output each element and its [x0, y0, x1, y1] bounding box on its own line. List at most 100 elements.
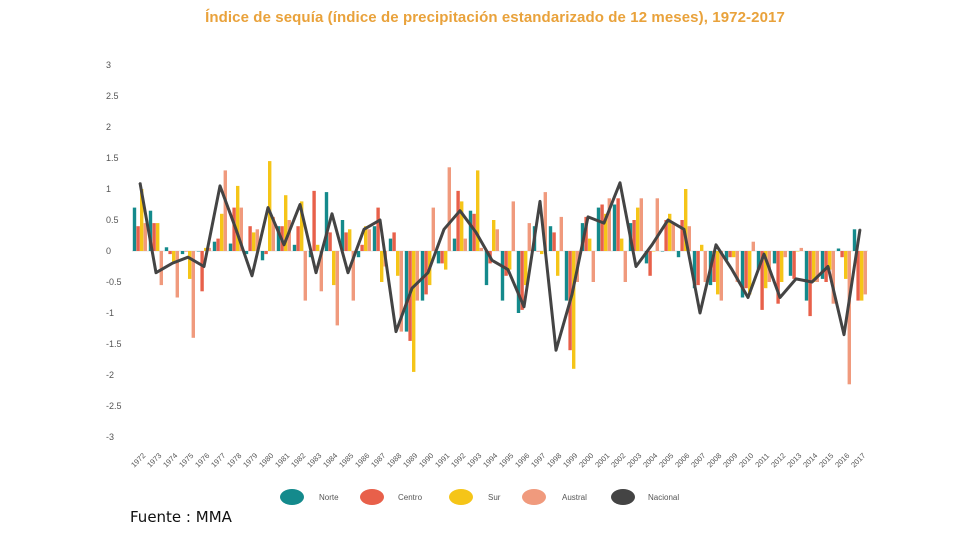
bar-sur-2014 — [812, 251, 816, 282]
x-tick-label: 2003 — [625, 451, 643, 469]
x-tick-label: 2001 — [593, 451, 611, 469]
y-tick-label: -2 — [106, 370, 114, 380]
bar-sur-1984 — [332, 251, 336, 286]
x-tick-label: 1996 — [513, 451, 531, 469]
bar-norte-2001 — [596, 207, 601, 251]
line-point-2014 — [811, 281, 813, 283]
line-point-1982 — [299, 203, 301, 206]
bar-norte-2002 — [612, 204, 617, 251]
line-point-1995 — [507, 268, 509, 271]
bar-centro-1978 — [232, 207, 236, 251]
y-tick-label: -1 — [106, 308, 114, 318]
legend-swatch-sur — [449, 489, 473, 505]
bar-austral-2013 — [799, 247, 803, 251]
line-point-2013 — [795, 278, 797, 280]
bar-norte-1992 — [452, 238, 457, 251]
bar-centro-2002 — [616, 198, 620, 251]
line-point-2016 — [843, 333, 845, 336]
bar-austral-1978 — [239, 207, 243, 251]
line-point-2017 — [859, 228, 861, 231]
bar-centro-1972 — [136, 226, 140, 251]
legend-label-sur: Sur — [488, 493, 501, 502]
y-tick-label: 3 — [106, 60, 111, 70]
x-tick-label: 1995 — [497, 451, 515, 469]
bar-norte-1990 — [420, 251, 425, 301]
bar-austral-1998 — [559, 216, 563, 251]
bar-norte-1993 — [468, 210, 473, 251]
x-tick-label: 1999 — [561, 451, 579, 469]
x-tick-label: 1997 — [529, 451, 547, 469]
x-tick-label: 1989 — [401, 451, 419, 469]
bar-sur-1992 — [460, 201, 464, 251]
x-tick-label: 1972 — [129, 451, 147, 469]
bar-centro-2017 — [856, 251, 860, 301]
x-tick-label: 1990 — [417, 451, 435, 469]
y-tick-label: 0 — [106, 246, 111, 256]
line-point-1987 — [379, 219, 381, 221]
bar-norte-2011 — [756, 251, 761, 270]
line-point-1984 — [331, 213, 333, 215]
line-point-2001 — [603, 222, 605, 224]
bar-sur-1994 — [492, 220, 496, 251]
bar-austral-2015 — [831, 251, 835, 304]
bar-austral-1976 — [207, 247, 211, 251]
bar-sur-1991 — [444, 251, 448, 270]
series-line-nacional — [138, 181, 862, 352]
x-tick-label: 1986 — [353, 451, 371, 469]
x-tick-label: 2007 — [689, 451, 707, 469]
line-point-2008 — [715, 244, 717, 246]
y-tick-label: 0.5 — [106, 215, 119, 225]
bar-sur-2015 — [828, 251, 832, 270]
x-tick-label: 2016 — [833, 451, 851, 469]
bar-norte-1976 — [196, 251, 201, 252]
bar-norte-1998 — [548, 226, 553, 251]
bar-norte-1974 — [164, 247, 169, 251]
bar-austral-1989 — [415, 251, 419, 301]
bar-centro-1993 — [472, 213, 476, 251]
legend-swatch-centro — [360, 489, 384, 505]
bar-centro-1975 — [184, 251, 188, 252]
line-point-2012 — [779, 296, 781, 299]
bar-norte-2007 — [692, 251, 697, 289]
line-point-2002 — [619, 182, 621, 184]
bar-sur-1979 — [252, 232, 256, 251]
bar-norte-1973 — [148, 210, 153, 251]
bar-norte-2016 — [836, 248, 841, 251]
x-tick-label: 2013 — [785, 451, 803, 469]
bar-sur-1998 — [556, 251, 560, 276]
bar-austral-2014 — [815, 251, 819, 282]
bar-austral-2012 — [783, 251, 787, 258]
bar-centro-1997 — [536, 251, 540, 252]
bar-austral-2001 — [607, 198, 611, 251]
bar-norte-1987 — [372, 226, 377, 251]
bar-sur-2011 — [764, 251, 768, 289]
bar-austral-1995 — [511, 201, 515, 251]
bar-austral-2006 — [687, 226, 691, 251]
bar-austral-1985 — [351, 251, 355, 301]
bar-centro-2007 — [696, 251, 700, 286]
bar-centro-1988 — [392, 232, 396, 251]
bar-sur-1987 — [380, 251, 384, 282]
bar-austral-1986 — [367, 229, 371, 251]
legend-label-centro: Centro — [398, 493, 423, 502]
bar-norte-1980 — [260, 251, 265, 261]
x-tick-label: 2009 — [721, 451, 739, 469]
x-tick-label: 1974 — [161, 451, 179, 469]
bar-centro-2012 — [776, 251, 780, 304]
x-tick-label: 1982 — [289, 451, 307, 469]
bar-centro-2004 — [648, 251, 652, 276]
x-tick-label: 2010 — [737, 451, 755, 469]
bar-sur-2002 — [620, 238, 624, 251]
bar-austral-2007 — [703, 251, 707, 282]
bar-sur-2010 — [748, 251, 752, 295]
bar-sur-1978 — [236, 185, 240, 251]
bar-centro-1985 — [344, 232, 348, 251]
bar-austral-1983 — [319, 251, 323, 292]
line-point-1988 — [395, 330, 397, 333]
x-tick-label: 2004 — [641, 451, 659, 469]
bar-norte-2013 — [788, 251, 793, 276]
x-tick-label: 1981 — [273, 451, 291, 469]
line-point-2005 — [667, 219, 669, 221]
line-point-2009 — [731, 268, 733, 271]
bar-sur-2004 — [652, 251, 656, 252]
